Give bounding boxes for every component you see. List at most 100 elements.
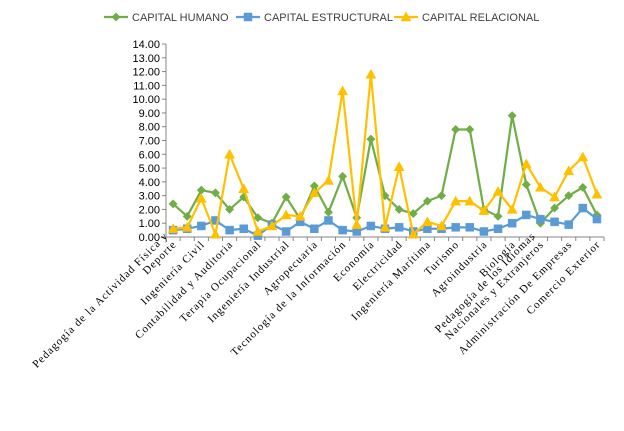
data-point-capital-relacional xyxy=(351,219,363,229)
series-capital-humano xyxy=(168,111,602,228)
y-tick-label: 12.00 xyxy=(132,67,160,79)
y-axis: 0.00 1.00 2.003.00 4.00 5.00 6.007.00 8.00 9.00… xyxy=(132,39,167,244)
data-point-capital-relacional xyxy=(534,181,546,192)
data-point-capital-relacional xyxy=(294,210,306,221)
y-tick-label: 0.00 xyxy=(139,232,160,244)
data-point-capital-relacional xyxy=(563,165,575,176)
data-point-capital-humano xyxy=(521,180,531,190)
data-point-capital-humano xyxy=(281,192,291,202)
data-point-capital-estructural xyxy=(592,214,602,224)
y-tick-label: 3.00 xyxy=(139,191,160,203)
data-point-capital-humano xyxy=(436,191,447,201)
data-point-capital-relacional xyxy=(323,174,334,185)
data-point-capital-humano xyxy=(338,171,348,181)
data-point-capital-relacional xyxy=(379,221,391,232)
data-point-capital-estructural xyxy=(225,225,234,235)
y-tick-label: 8.00 xyxy=(139,122,160,134)
data-point-capital-estructural xyxy=(338,225,347,235)
x-tick-label-group: Pedagogía de la Actividad Física yDeport… xyxy=(30,230,179,370)
data-point-capital-relacional xyxy=(464,195,476,206)
data-point-capital-relacional xyxy=(238,183,250,193)
data-point-capital-relacional xyxy=(450,195,462,206)
y-tick-label: 7.00 xyxy=(139,136,160,148)
data-point-capital-relacional xyxy=(308,187,320,198)
data-point-capital-estructural xyxy=(564,220,573,229)
x-axis: Pedagogía de la Actividad Física yDeport… xyxy=(30,230,605,370)
series-line-capital-relacional xyxy=(172,73,598,236)
y-tick-label: 4.00 xyxy=(139,177,160,189)
data-point-capital-relacional xyxy=(436,220,447,231)
data-point-capital-relacional xyxy=(520,158,532,169)
data-point-capital-estructural xyxy=(239,224,248,233)
data-point-capital-humano xyxy=(422,196,432,206)
data-point-capital-relacional xyxy=(167,223,179,233)
data-point-capital-relacional xyxy=(549,191,560,202)
legend-item-capital-estructural: CAPITAL ESTRUCTURAL xyxy=(236,12,393,24)
legend-label: CAPITAL ESTRUCTURAL xyxy=(264,12,393,24)
legend-marker xyxy=(400,11,412,22)
data-point-capital-estructural xyxy=(394,223,404,232)
data-point-capital-estructural xyxy=(211,216,220,225)
data-point-capital-estructural xyxy=(465,223,475,232)
data-point-capital-relacional xyxy=(492,185,504,196)
data-point-capital-humano xyxy=(493,211,503,221)
data-point-capital-humano xyxy=(578,182,588,192)
data-point-capital-humano xyxy=(451,124,461,135)
legend-item-capital-relacional: CAPITAL RELACIONAL xyxy=(394,11,539,24)
y-tick-label: 11.00 xyxy=(133,80,160,92)
data-point-capital-humano xyxy=(507,111,517,121)
data-point-capital-estructural xyxy=(310,224,319,233)
data-point-capital-relacional xyxy=(393,161,405,171)
data-point-capital-estructural xyxy=(493,224,503,233)
data-point-capital-relacional xyxy=(181,221,193,232)
data-point-capital-estructural xyxy=(324,216,333,225)
data-point-capital-humano xyxy=(366,134,376,144)
data-point-capital-relacional xyxy=(591,188,603,199)
data-point-capital-estructural xyxy=(197,221,206,231)
data-point-capital-humano xyxy=(210,188,221,198)
data-point-capital-humano xyxy=(549,203,560,213)
data-point-capital-estructural xyxy=(507,218,517,228)
data-point-capital-relacional xyxy=(421,216,433,227)
y-tick-label: 2.00 xyxy=(139,204,160,216)
data-point-capital-relacional xyxy=(210,228,221,239)
series-capital-relacional xyxy=(167,68,603,239)
legend-item-capital-humano: CAPITAL HUMANO xyxy=(104,12,229,24)
data-point-capital-estructural xyxy=(522,210,531,220)
y-tick-label: 14.00 xyxy=(132,39,160,51)
data-point-capital-relacional xyxy=(252,225,264,236)
data-point-capital-humano xyxy=(394,204,404,214)
data-point-capital-humano xyxy=(564,191,574,201)
data-point-capital-estructural xyxy=(479,227,489,236)
legend-label: CAPITAL RELACIONAL xyxy=(422,12,539,24)
y-tick-label: 13.00 xyxy=(132,53,160,65)
y-tick-label: 1.00 xyxy=(139,218,160,230)
legend-label: CAPITAL HUMANO xyxy=(132,12,229,24)
y-tick-label: 5.00 xyxy=(139,163,160,175)
data-point-capital-estructural xyxy=(536,214,545,224)
data-point-capital-relacional xyxy=(195,192,207,203)
legend-marker xyxy=(243,12,253,22)
data-point-capital-relacional xyxy=(280,209,292,220)
data-point-capital-relacional xyxy=(407,228,419,239)
y-tick-label: 9.00 xyxy=(139,108,160,120)
data-point-capital-estructural xyxy=(550,217,559,227)
data-point-capital-relacional xyxy=(577,151,589,162)
data-point-capital-humano xyxy=(253,213,263,223)
data-point-capital-humano xyxy=(168,199,178,209)
legend: CAPITAL HUMANO CAPITAL ESTRUCTURAL CAPITAL… xyxy=(104,11,539,24)
data-point-capital-estructural xyxy=(281,227,291,236)
data-point-capital-humano xyxy=(225,204,235,214)
data-point-capital-relacional xyxy=(266,220,278,231)
y-tick-label: 10.00 xyxy=(132,94,160,106)
data-point-capital-humano xyxy=(182,211,192,221)
data-point-capital-relacional xyxy=(365,68,377,79)
data-point-capital-humano xyxy=(323,207,334,217)
y-tick-label: 6.00 xyxy=(139,149,160,161)
data-point-capital-estructural xyxy=(451,223,460,232)
data-point-capital-humano xyxy=(408,209,418,219)
data-point-capital-humano xyxy=(465,124,475,135)
data-point-capital-relacional xyxy=(224,148,236,159)
data-point-capital-relacional xyxy=(337,85,349,96)
